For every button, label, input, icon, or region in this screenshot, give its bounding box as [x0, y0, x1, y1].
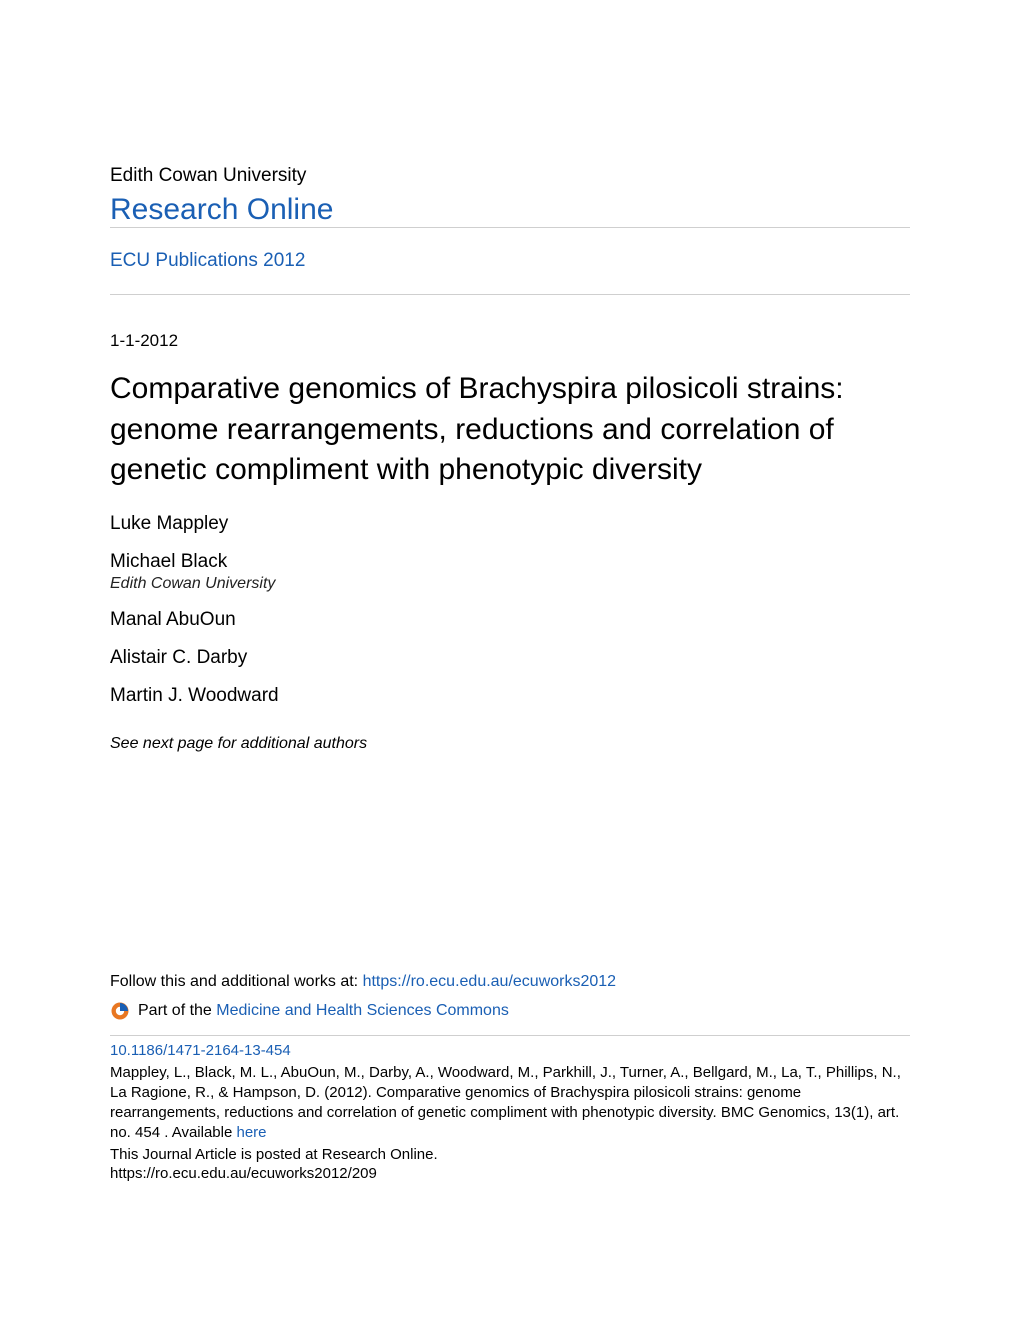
publication-date: 1-1-2012	[110, 331, 910, 351]
author-item: Martin J. Woodward	[110, 685, 910, 707]
partof-prefix: Part of the	[138, 1002, 216, 1019]
partof-row: Part of the Medicine and Health Sciences…	[110, 1001, 910, 1021]
citation-here-link[interactable]: here	[237, 1124, 267, 1141]
divider-top	[110, 227, 910, 228]
author-item: Alistair C. Darby	[110, 647, 910, 669]
divider-mid	[110, 294, 910, 295]
citation-body: Mappley, L., Black, M. L., AbuOun, M., D…	[110, 1064, 901, 1142]
partof-link[interactable]: Medicine and Health Sciences Commons	[216, 1002, 509, 1019]
article-title: Comparative genomics of Brachyspira pilo…	[110, 369, 910, 491]
follow-link[interactable]: https://ro.ecu.edu.au/ecuworks2012	[363, 973, 617, 990]
footer-block: Follow this and additional works at: htt…	[110, 973, 910, 1182]
author-name: Michael Black	[110, 551, 910, 573]
follow-line: Follow this and additional works at: htt…	[110, 973, 910, 991]
site-title-link[interactable]: Research Online	[110, 193, 333, 226]
doi-link[interactable]: 10.1186/1471-2164-13-454	[110, 1042, 910, 1059]
partof-text: Part of the Medicine and Health Sciences…	[138, 1002, 509, 1020]
page-container: Edith Cowan University Research Online E…	[0, 0, 1020, 1242]
author-name: Manal AbuOun	[110, 609, 910, 631]
institution-name: Edith Cowan University	[110, 165, 910, 187]
permalink: https://ro.ecu.edu.au/ecuworks2012/209	[110, 1165, 910, 1182]
citation-text: Mappley, L., Black, M. L., AbuOun, M., D…	[110, 1063, 910, 1144]
author-item: Luke Mappley	[110, 513, 910, 535]
author-item: Michael Black Edith Cowan University	[110, 551, 910, 593]
collection-link[interactable]: ECU Publications 2012	[110, 250, 305, 271]
see-next-page-note: See next page for additional authors	[110, 735, 910, 753]
divider-footer	[110, 1035, 910, 1036]
author-name: Luke Mappley	[110, 513, 910, 535]
posted-at-line: This Journal Article is posted at Resear…	[110, 1146, 910, 1163]
author-name: Martin J. Woodward	[110, 685, 910, 707]
author-name: Alistair C. Darby	[110, 647, 910, 669]
author-affiliation: Edith Cowan University	[110, 575, 910, 593]
follow-prefix: Follow this and additional works at:	[110, 973, 363, 990]
network-commons-icon	[110, 1001, 130, 1021]
author-item: Manal AbuOun	[110, 609, 910, 631]
author-list: Luke Mappley Michael Black Edith Cowan U…	[110, 513, 910, 707]
